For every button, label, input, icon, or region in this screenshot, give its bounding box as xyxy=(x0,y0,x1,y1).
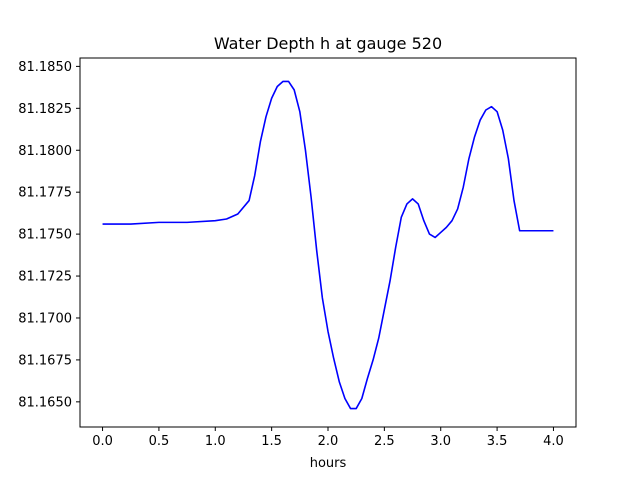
x-axis-label: hours xyxy=(310,456,347,471)
x-tick-label: 4.0 xyxy=(543,434,564,449)
x-tick-label: 3.0 xyxy=(430,434,451,449)
x-tick-label: 2.5 xyxy=(374,434,395,449)
y-tick-label: 81.1725 xyxy=(18,270,72,285)
x-tick-label: 1.5 xyxy=(261,434,282,449)
x-axis: 0.0 0.5 1.0 1.5 2.0 2.5 3.0 3.5 4.0 xyxy=(92,427,564,449)
chart-title: Water Depth h at gauge 520 xyxy=(214,34,442,53)
y-tick-label: 81.1850 xyxy=(18,60,72,75)
x-tick-label: 0.0 xyxy=(92,434,113,449)
x-tick-label: 3.5 xyxy=(487,434,508,449)
y-axis: 81.1650 81.1675 81.1700 81.1725 81.1750 81.17… xyxy=(18,60,80,410)
y-tick-label: 81.1800 xyxy=(18,144,72,159)
x-tick-label: 1.0 xyxy=(205,434,226,449)
x-tick-label: 0.5 xyxy=(149,434,170,449)
plot-frame xyxy=(79,57,577,428)
plot-area xyxy=(102,80,554,410)
x-tick-label: 2.0 xyxy=(318,434,339,449)
y-tick-label: 81.1675 xyxy=(18,353,72,368)
y-tick-label: 81.1750 xyxy=(18,228,72,243)
y-tick-label: 81.1650 xyxy=(18,395,72,410)
y-tick-label: 81.1825 xyxy=(18,102,72,117)
y-tick-label: 81.1700 xyxy=(18,311,72,326)
y-tick-label: 81.1775 xyxy=(18,186,72,201)
series-line-0 xyxy=(102,80,554,410)
